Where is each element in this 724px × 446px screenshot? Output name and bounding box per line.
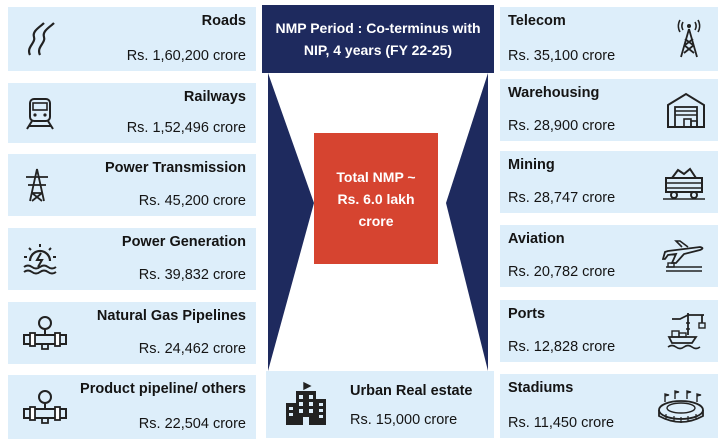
- sector-card-mining: Mining Rs. 28,747 crore: [500, 151, 718, 213]
- sector-card-aviation: Aviation Rs. 20,782 crore: [500, 225, 718, 287]
- warehouse-icon: [666, 91, 706, 129]
- sector-name: Urban Real estate: [350, 383, 473, 399]
- sector-name: Power Transmission: [104, 160, 246, 176]
- road-icon: [22, 21, 58, 57]
- nmp-period-header: NMP Period : Co-terminus with NIP, 4 yea…: [262, 5, 494, 73]
- sector-value: Rs. 35,100 crore: [508, 48, 616, 64]
- sector-card-telecom: Telecom Rs. 35,100 crore: [500, 7, 718, 71]
- transmission-tower-icon: [22, 167, 52, 203]
- sector-card-ports: Ports Rs. 12,828 crore: [500, 300, 718, 362]
- sector-name: Product pipeline/ others: [80, 381, 246, 397]
- total-nmp-text: Total NMP ~ Rs. 6.0 lakh crore: [336, 168, 416, 229]
- sector-card-natural-gas-pipelines: Natural Gas Pipelines Rs. 24,462 crore: [8, 302, 256, 364]
- sector-value: Rs. 20,782 crore: [508, 264, 616, 280]
- gas-pipeline-icon: [22, 315, 68, 351]
- total-nmp-box: Total NMP ~ Rs. 6.0 lakh crore: [314, 133, 438, 264]
- sector-value: Rs. 24,462 crore: [138, 341, 246, 357]
- stadium-icon: [656, 388, 706, 424]
- right-arrow-shape: [446, 73, 488, 371]
- sector-card-roads: Roads Rs. 1,60,200 crore: [8, 7, 256, 71]
- nmp-period-text: NMP Period : Co-terminus with NIP, 4 yea…: [275, 20, 481, 58]
- sector-card-product-pipeline: Product pipeline/ others Rs. 22,504 cror…: [8, 375, 256, 439]
- sector-name: Aviation: [508, 231, 565, 247]
- sector-value: Rs. 28,747 crore: [508, 190, 616, 206]
- sector-value: Rs. 12,828 crore: [508, 339, 616, 355]
- sector-name: Mining: [508, 157, 555, 173]
- sector-name: Warehousing: [508, 85, 600, 101]
- sector-value: Rs. 28,900 crore: [508, 118, 616, 134]
- sector-name: Roads: [201, 13, 246, 29]
- sector-card-stadiums: Stadiums Rs. 11,450 crore: [500, 374, 718, 438]
- telecom-tower-icon: [672, 19, 706, 59]
- sector-value: Rs. 39,832 crore: [138, 267, 246, 283]
- sector-value: Rs. 22,504 crore: [138, 416, 246, 432]
- sector-card-urban-real-estate: Urban Real estate Rs. 15,000 crore: [266, 371, 494, 438]
- sector-name: Natural Gas Pipelines: [96, 308, 246, 324]
- sector-name: Railways: [183, 89, 246, 105]
- sector-card-power-transmission: Power Transmission Rs. 45,200 crore: [8, 154, 256, 216]
- sector-name: Telecom: [508, 13, 566, 29]
- sector-value: Rs. 1,52,496 crore: [126, 120, 246, 136]
- sector-card-warehousing: Warehousing Rs. 28,900 crore: [500, 79, 718, 141]
- sector-name: Ports: [508, 306, 546, 322]
- product-pipeline-icon: [22, 389, 68, 425]
- airplane-icon: [662, 237, 706, 275]
- sector-name: Stadiums: [508, 380, 574, 396]
- sector-value: Rs. 11,450 crore: [508, 415, 615, 431]
- port-crane-icon: [666, 311, 706, 351]
- building-icon: [284, 381, 328, 427]
- mining-cart-icon: [662, 164, 706, 200]
- sector-card-railways: Railways Rs. 1,52,496 crore: [8, 83, 256, 143]
- train-icon: [22, 95, 58, 131]
- power-plant-icon: [22, 241, 58, 277]
- sector-value: Rs. 45,200 crore: [138, 193, 246, 209]
- sector-card-power-generation: Power Generation Rs. 39,832 crore: [8, 228, 256, 290]
- left-arrow-shape: [268, 73, 314, 371]
- sector-value: Rs. 1,60,200 crore: [126, 48, 246, 64]
- sector-name: Power Generation: [121, 234, 246, 250]
- sector-value: Rs. 15,000 crore: [350, 412, 458, 428]
